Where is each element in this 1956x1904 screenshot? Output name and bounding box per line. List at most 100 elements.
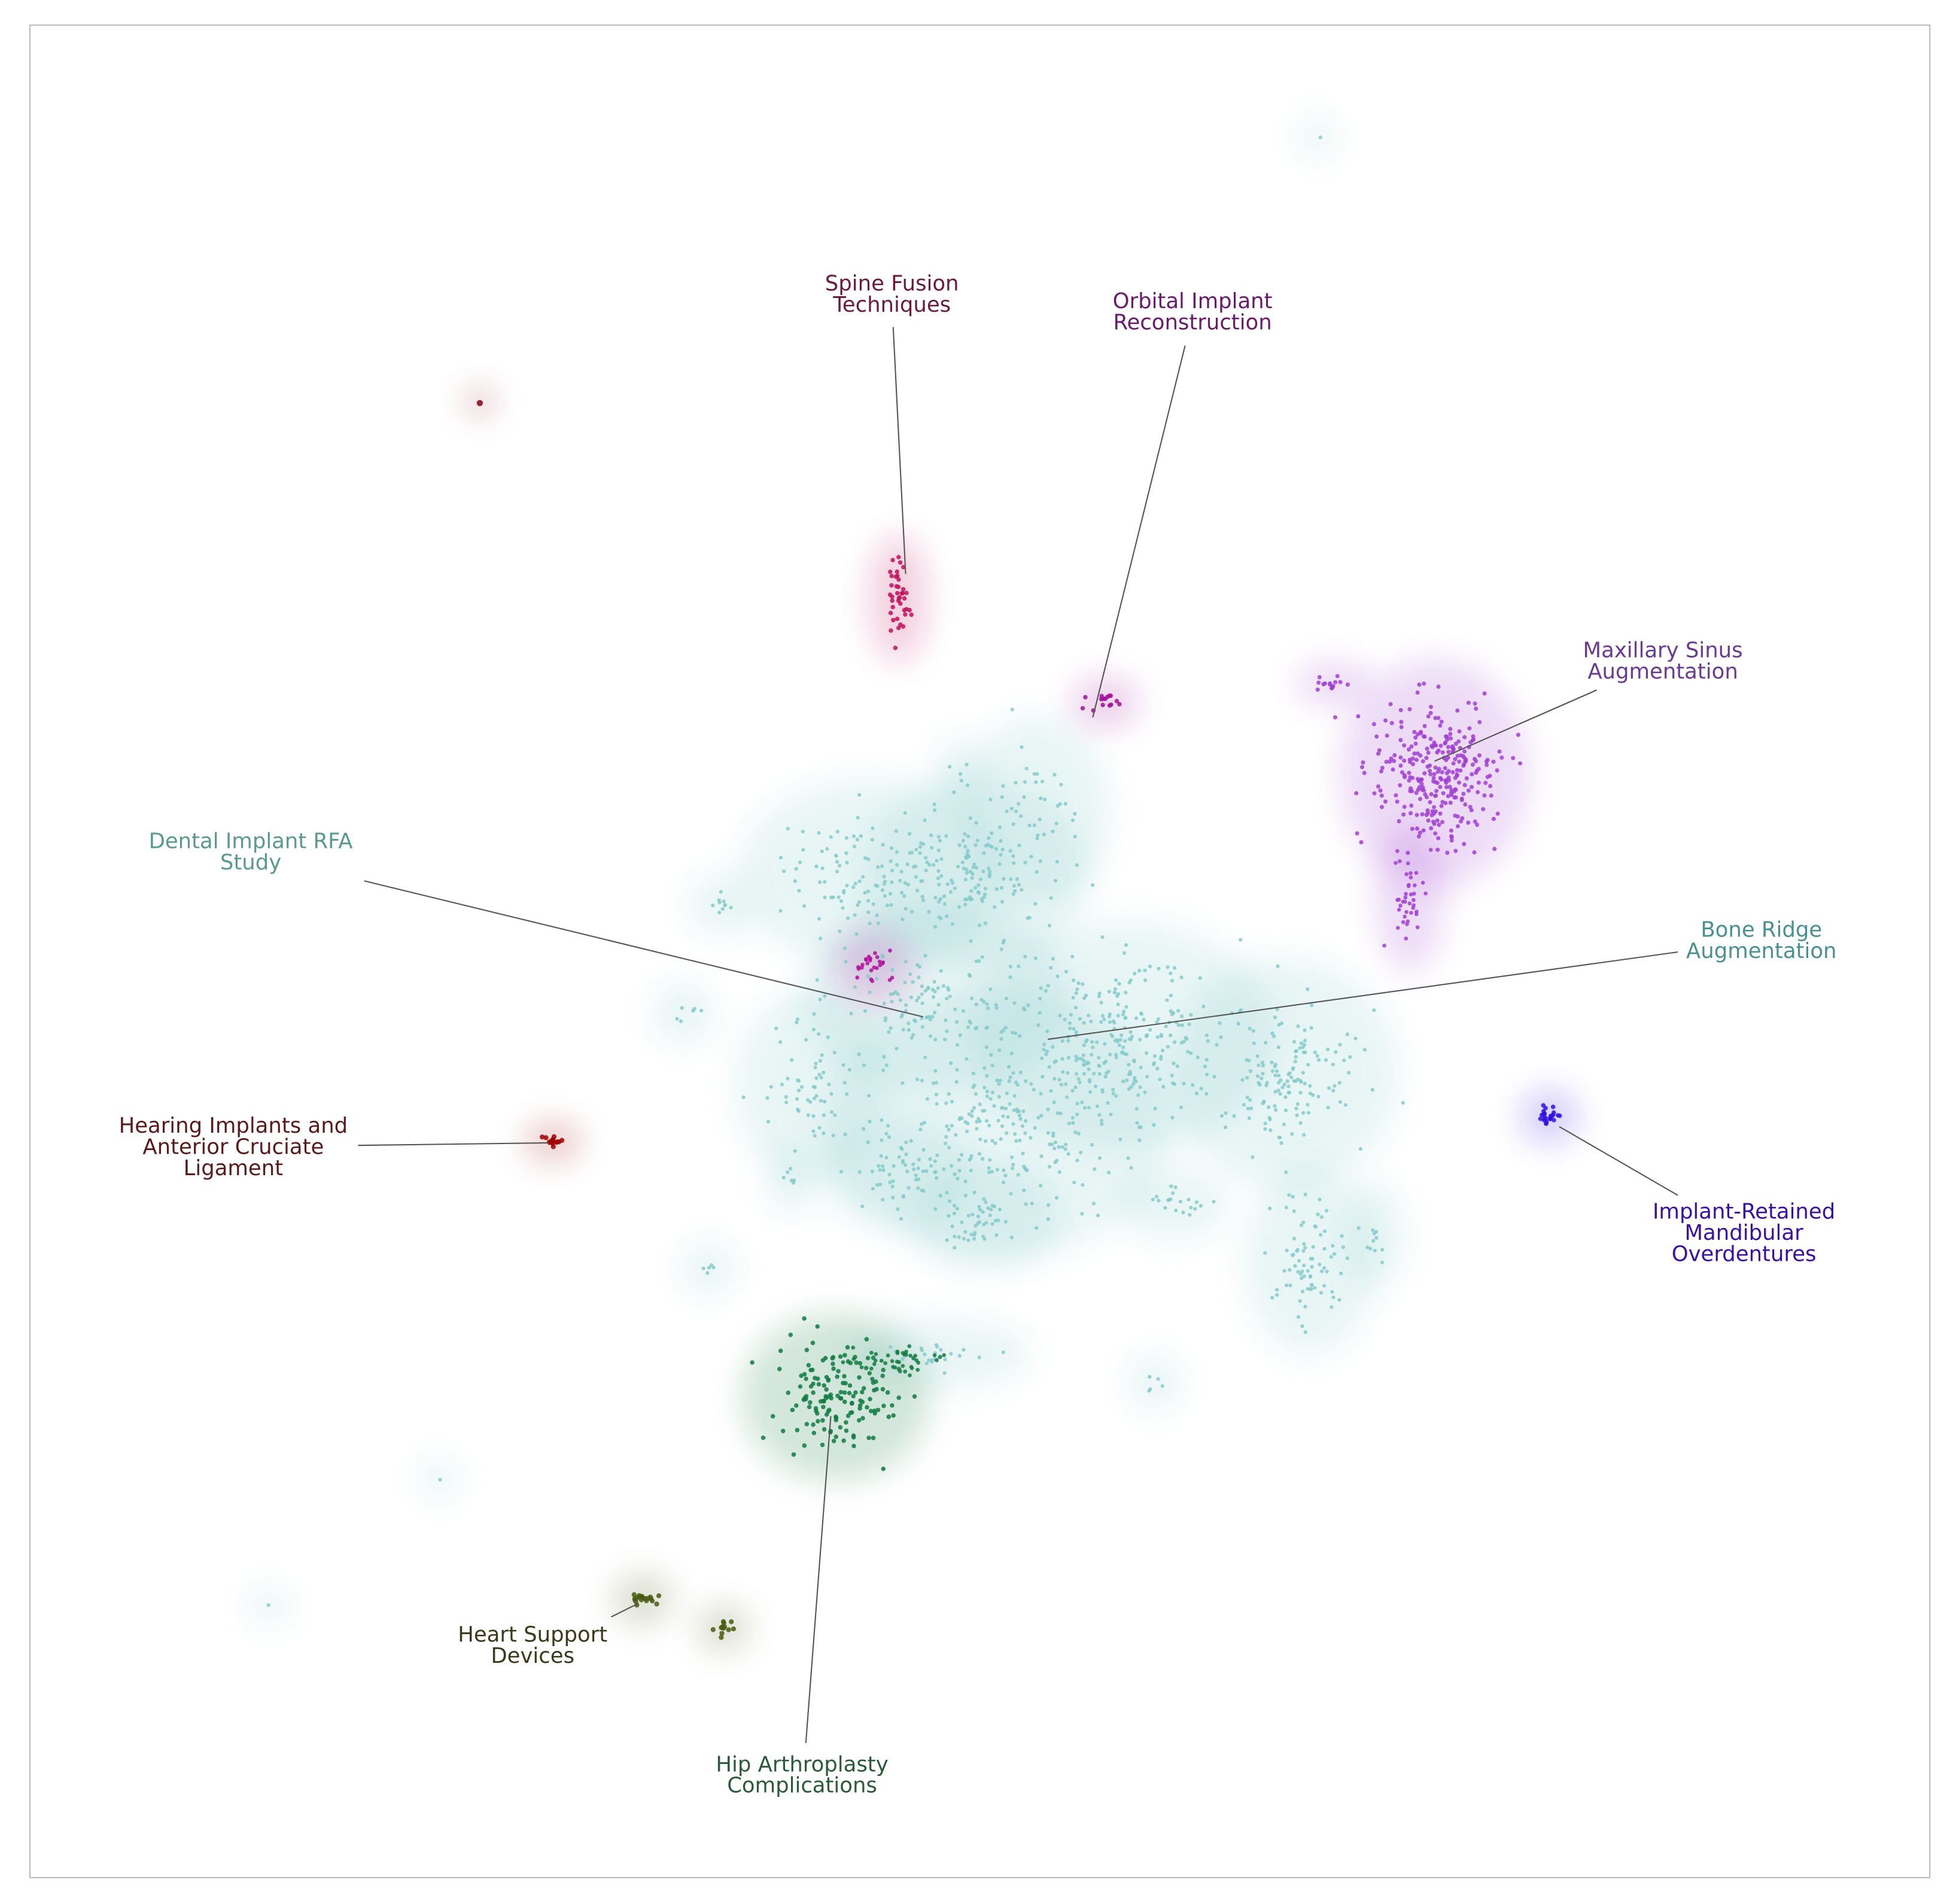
point bbox=[968, 816, 972, 820]
point bbox=[974, 959, 978, 963]
point bbox=[943, 1357, 947, 1362]
point bbox=[1121, 1009, 1126, 1014]
point bbox=[1517, 761, 1523, 766]
point bbox=[1136, 1093, 1140, 1097]
point bbox=[927, 1358, 931, 1362]
point bbox=[919, 1122, 924, 1126]
point bbox=[1428, 737, 1433, 741]
cluster-halo bbox=[741, 1312, 931, 1483]
point bbox=[1447, 784, 1452, 789]
cluster-halo bbox=[960, 716, 1111, 906]
cluster-label: Orbital Implant Reconstruction bbox=[1113, 289, 1273, 334]
point bbox=[1017, 964, 1021, 969]
cluster-label: Implant-Retained Mandibular Overdentures bbox=[1653, 1200, 1835, 1267]
point bbox=[1295, 1113, 1299, 1118]
leader-line bbox=[1434, 689, 1597, 762]
point bbox=[881, 1164, 885, 1169]
point bbox=[1446, 744, 1451, 749]
label-line: Complications bbox=[727, 1774, 877, 1798]
point bbox=[1288, 1283, 1292, 1288]
point bbox=[1041, 1075, 1045, 1079]
point bbox=[896, 585, 901, 589]
point bbox=[1354, 791, 1359, 796]
point bbox=[1185, 1037, 1189, 1041]
point bbox=[932, 802, 936, 807]
point bbox=[1435, 780, 1440, 786]
label-line: Implant-Retained bbox=[1653, 1200, 1835, 1224]
point bbox=[1091, 1202, 1096, 1206]
point bbox=[939, 1348, 943, 1352]
point bbox=[947, 1199, 952, 1203]
point bbox=[1402, 758, 1407, 763]
point bbox=[1284, 1205, 1288, 1210]
point bbox=[1002, 938, 1006, 942]
point bbox=[1160, 1384, 1164, 1388]
point bbox=[890, 1403, 895, 1408]
point bbox=[1330, 1289, 1334, 1294]
point bbox=[476, 400, 483, 406]
point bbox=[1001, 1181, 1006, 1185]
point bbox=[956, 1176, 960, 1181]
point bbox=[1455, 824, 1461, 829]
point bbox=[1443, 740, 1448, 745]
point bbox=[915, 889, 920, 893]
point bbox=[1551, 1110, 1556, 1115]
point bbox=[1123, 1016, 1127, 1020]
point bbox=[1331, 1243, 1335, 1248]
point bbox=[883, 894, 887, 898]
point bbox=[1188, 1213, 1192, 1217]
point bbox=[1428, 711, 1433, 716]
point bbox=[895, 591, 900, 596]
point bbox=[1042, 1042, 1047, 1047]
point bbox=[1174, 1208, 1178, 1213]
point bbox=[1251, 1029, 1255, 1033]
cluster-label: Bone Ridge Augmentation bbox=[1686, 918, 1836, 963]
point bbox=[865, 961, 870, 966]
point bbox=[804, 1422, 810, 1427]
point bbox=[815, 1324, 820, 1329]
point bbox=[982, 1066, 987, 1070]
point bbox=[847, 1391, 852, 1395]
point bbox=[1368, 1246, 1373, 1251]
point bbox=[1449, 790, 1454, 795]
point bbox=[898, 560, 903, 565]
point bbox=[925, 860, 929, 865]
point bbox=[1277, 1081, 1281, 1085]
point bbox=[1395, 799, 1400, 804]
point bbox=[990, 1203, 994, 1208]
point bbox=[861, 875, 865, 879]
point bbox=[1070, 818, 1075, 823]
point bbox=[1440, 750, 1445, 755]
point bbox=[1123, 1039, 1127, 1043]
point bbox=[1100, 1090, 1105, 1094]
point bbox=[987, 874, 991, 878]
point bbox=[1402, 773, 1407, 778]
point bbox=[1163, 1206, 1167, 1210]
point bbox=[1372, 1008, 1376, 1012]
point bbox=[1066, 1071, 1070, 1075]
point bbox=[978, 1102, 982, 1106]
point bbox=[822, 1070, 826, 1075]
point bbox=[1394, 793, 1398, 798]
point bbox=[1299, 1223, 1304, 1227]
point bbox=[813, 1085, 817, 1090]
point bbox=[913, 1354, 917, 1358]
point bbox=[1461, 754, 1465, 759]
point bbox=[886, 1124, 890, 1128]
point bbox=[881, 1197, 885, 1202]
point bbox=[1248, 1098, 1252, 1102]
point bbox=[1429, 744, 1434, 749]
point bbox=[1404, 910, 1409, 914]
point bbox=[1379, 805, 1385, 810]
point bbox=[1011, 822, 1015, 826]
point bbox=[915, 963, 920, 967]
point bbox=[911, 1033, 915, 1037]
point bbox=[1109, 702, 1114, 707]
point bbox=[1286, 1090, 1291, 1095]
point bbox=[941, 984, 945, 988]
point bbox=[990, 1222, 994, 1226]
point bbox=[915, 1367, 920, 1372]
point bbox=[851, 1345, 856, 1350]
point bbox=[829, 835, 833, 840]
point bbox=[1414, 758, 1419, 762]
